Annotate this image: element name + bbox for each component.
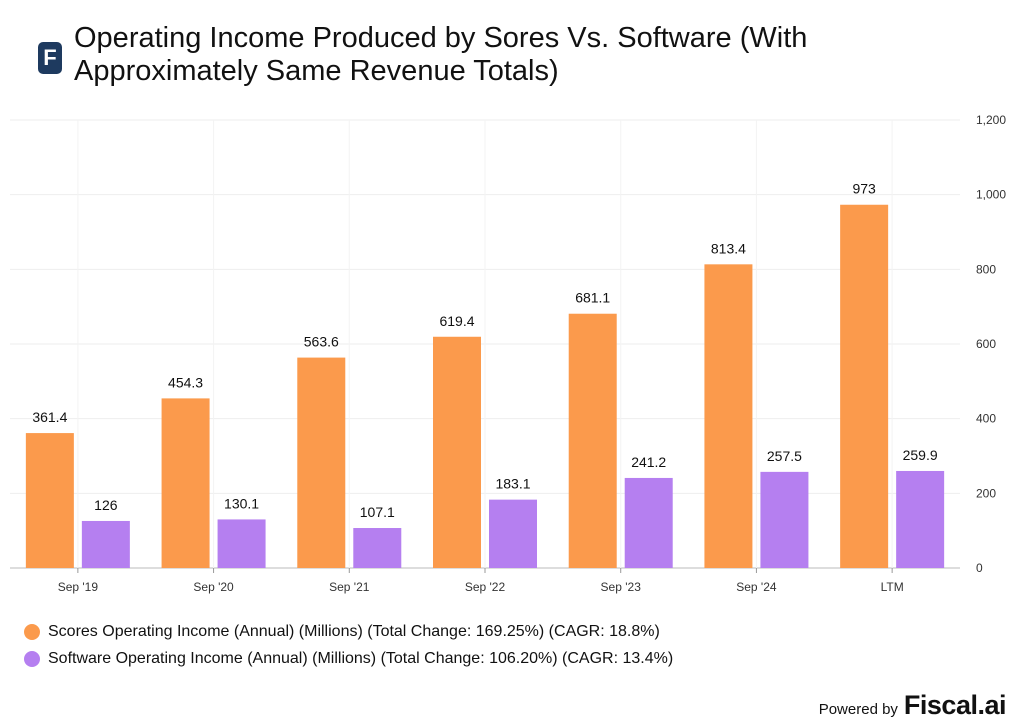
- data-label: 619.4: [439, 313, 474, 329]
- legend-swatch-software: [24, 651, 40, 667]
- chart-title: Operating Income Produced by Sores Vs. S…: [74, 22, 974, 88]
- bar-scores: [433, 336, 481, 568]
- bar-scores: [840, 204, 889, 568]
- data-label: 107.1: [360, 504, 395, 520]
- data-label: 361.4: [32, 409, 67, 425]
- y-tick-label: 600: [976, 337, 996, 351]
- data-label: 183.1: [495, 476, 530, 492]
- x-tick-label: Sep '23: [601, 580, 642, 594]
- legend-swatch-scores: [24, 624, 40, 640]
- x-tick-label: Sep '21: [329, 580, 370, 594]
- x-tick-label: Sep '20: [193, 580, 234, 594]
- legend-item-scores[interactable]: Scores Operating Income (Annual) (Millio…: [24, 620, 673, 644]
- data-label: 973: [852, 181, 876, 197]
- bar-software: [760, 471, 809, 568]
- data-label: 813.4: [711, 240, 746, 256]
- bar-software: [217, 519, 266, 568]
- powered-by-text: Powered by: [818, 701, 898, 718]
- bar-software: [489, 499, 537, 568]
- y-tick-label: 400: [976, 412, 996, 426]
- data-label: 681.1: [575, 290, 610, 306]
- bar-scores: [568, 313, 617, 568]
- fiscal-logo: F: [38, 42, 62, 74]
- bar-software: [896, 470, 945, 568]
- y-tick-label: 1,200: [976, 113, 1006, 127]
- y-tick-label: 0: [976, 561, 983, 575]
- y-tick-label: 800: [976, 262, 996, 276]
- legend-item-software[interactable]: Software Operating Income (Annual) (Mill…: [24, 647, 673, 671]
- logo-letter: F: [43, 45, 57, 70]
- bar-scores: [704, 264, 753, 568]
- bar-software: [81, 520, 130, 568]
- bar-software: [624, 477, 673, 568]
- x-tick-label: Sep '24: [736, 580, 777, 594]
- y-tick-label: 1,000: [976, 188, 1006, 202]
- bar-scores: [25, 433, 74, 568]
- bar-scores: [297, 357, 346, 568]
- brand-name[interactable]: Fiscal.ai: [903, 690, 1007, 720]
- data-label: 130.1: [224, 495, 259, 511]
- x-tick-label: Sep '19: [58, 580, 99, 594]
- data-label: 257.5: [767, 448, 802, 464]
- y-tick-label: 200: [976, 486, 996, 500]
- chart-title-line-2: Approximately Same Revenue Totals): [74, 55, 559, 87]
- legend: Scores Operating Income (Annual) (Millio…: [24, 620, 673, 674]
- legend-label-scores: Scores Operating Income (Annual) (Millio…: [48, 623, 660, 640]
- data-label: 563.6: [304, 334, 339, 350]
- bar-software: [353, 528, 402, 568]
- data-label: 259.9: [903, 447, 938, 463]
- bar-chart: 0 200 400 600 800 1,000 1,200 361.4 126 Sep '19 45…: [10, 113, 1006, 594]
- data-label: 454.3: [168, 374, 203, 390]
- chart-title-line-1: Operating Income Produced by Sores Vs. S…: [74, 22, 808, 54]
- legend-label-software: Software Operating Income (Annual) (Mill…: [48, 650, 674, 667]
- footer: Powered by Fiscal.ai: [818, 690, 1007, 721]
- x-tick-label: LTM: [881, 580, 904, 594]
- data-label: 241.2: [631, 454, 666, 470]
- data-label: 126: [94, 497, 118, 513]
- bar-scores: [161, 398, 210, 568]
- x-tick-label: Sep '22: [465, 580, 506, 594]
